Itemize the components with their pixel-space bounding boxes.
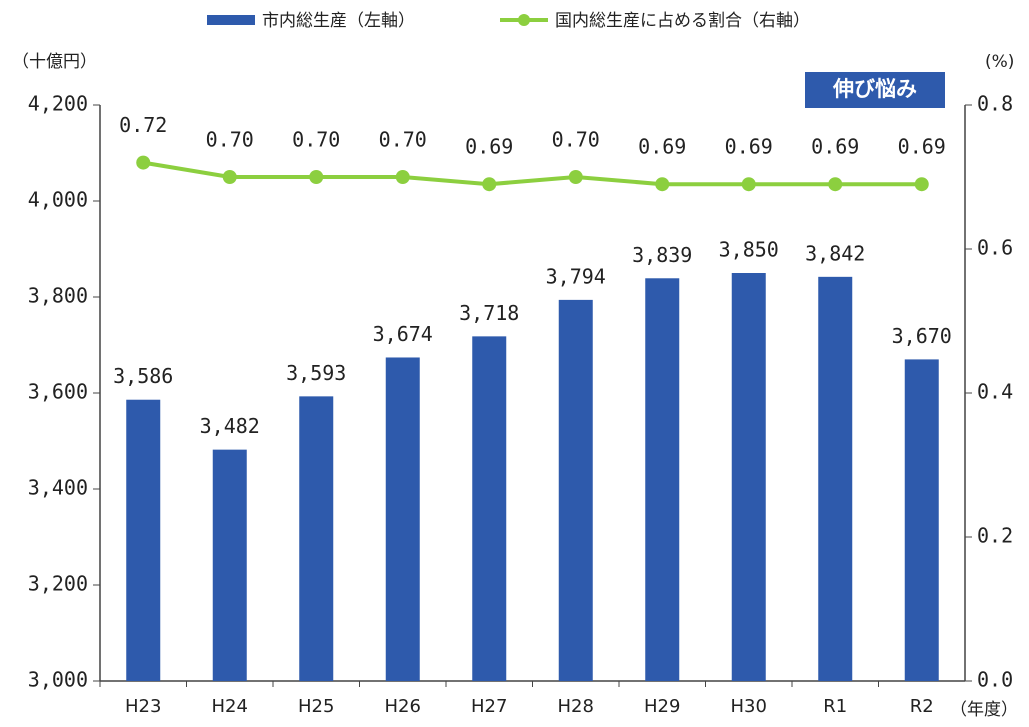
bar-value-label: 3,850 <box>719 238 779 262</box>
y2-tick-label: 0.2 <box>977 524 1013 548</box>
bar-value-label: 3,670 <box>892 324 952 348</box>
y-tick-label: 3,800 <box>28 284 88 308</box>
line-point <box>482 177 497 192</box>
bar-value-label: 3,839 <box>632 243 692 267</box>
bar-value-label: 3,586 <box>113 364 173 388</box>
legend-marker <box>518 14 530 26</box>
bar <box>818 276 853 681</box>
y2-tick-label: 0.8 <box>977 92 1013 116</box>
x-tick-label: H27 <box>471 696 507 717</box>
y2-tick-label: 0.0 <box>977 668 1013 692</box>
y-tick-label: 3,400 <box>28 476 88 500</box>
line-point <box>568 170 583 184</box>
line-value-label: 0.69 <box>898 135 946 159</box>
line-value-label: 0.70 <box>292 128 340 152</box>
y2-tick-label: 0.6 <box>977 236 1013 260</box>
bar <box>299 396 334 681</box>
x-tick-label: H30 <box>731 696 767 717</box>
x-tick-label: R1 <box>823 696 847 717</box>
line-point <box>136 155 151 170</box>
line-value-label: 0.72 <box>119 113 167 137</box>
y-tick-label: 3,200 <box>28 572 88 596</box>
bar <box>385 357 420 681</box>
bar-value-label: 3,718 <box>459 301 519 325</box>
line-point <box>222 170 237 184</box>
bar <box>472 336 507 681</box>
bar-value-label: 3,842 <box>805 241 865 265</box>
line-value-label: 0.69 <box>638 135 686 159</box>
x-axis-label: （年度） <box>950 700 1018 720</box>
bar-value-label: 3,794 <box>546 264 606 288</box>
y2-axis-label: (%) <box>985 52 1014 72</box>
bar <box>731 273 766 681</box>
line-point <box>395 170 410 184</box>
x-tick-label: H24 <box>212 696 248 717</box>
x-tick-label: H23 <box>125 696 161 717</box>
x-tick-label: R2 <box>910 696 934 717</box>
x-tick-label: H28 <box>558 696 594 717</box>
x-tick-label: H25 <box>298 696 334 717</box>
legend-label: 国内総生産に占める割合（右軸） <box>555 11 810 31</box>
annotation: 伸び悩み <box>832 77 917 101</box>
line-point <box>741 177 756 192</box>
y-tick-label: 4,000 <box>28 188 88 212</box>
bar <box>904 359 939 681</box>
y-axis-label: （十億円） <box>12 52 97 72</box>
y-tick-label: 4,200 <box>28 92 88 116</box>
line-value-label: 0.69 <box>725 135 773 159</box>
line <box>142 160 922 187</box>
line-point <box>655 177 670 192</box>
bar-value-label: 3,593 <box>286 361 346 385</box>
bar-value-label: 3,674 <box>373 322 433 346</box>
legend-swatch <box>207 15 255 25</box>
line-value-label: 0.70 <box>206 128 254 152</box>
x-tick-label: H29 <box>644 696 680 717</box>
y-tick-label: 3,000 <box>28 668 88 692</box>
line-value-label: 0.70 <box>552 128 600 152</box>
y-tick-label: 3,600 <box>28 380 88 404</box>
line-value-label: 0.69 <box>465 135 513 159</box>
bar <box>645 278 680 681</box>
line-value-label: 0.69 <box>811 135 859 159</box>
x-tick-label: H26 <box>385 696 421 717</box>
annotation-box <box>805 72 945 108</box>
y2-tick-label: 0.4 <box>977 380 1013 404</box>
line-point <box>309 170 324 184</box>
legend-label: 市内総生産（左軸） <box>262 11 415 31</box>
bar <box>558 299 593 681</box>
bar <box>212 449 247 681</box>
line-value-label: 0.70 <box>379 128 427 152</box>
line-point <box>914 177 929 192</box>
line-point <box>828 177 843 192</box>
bar-value-label: 3,482 <box>200 414 260 438</box>
bar <box>126 399 161 681</box>
